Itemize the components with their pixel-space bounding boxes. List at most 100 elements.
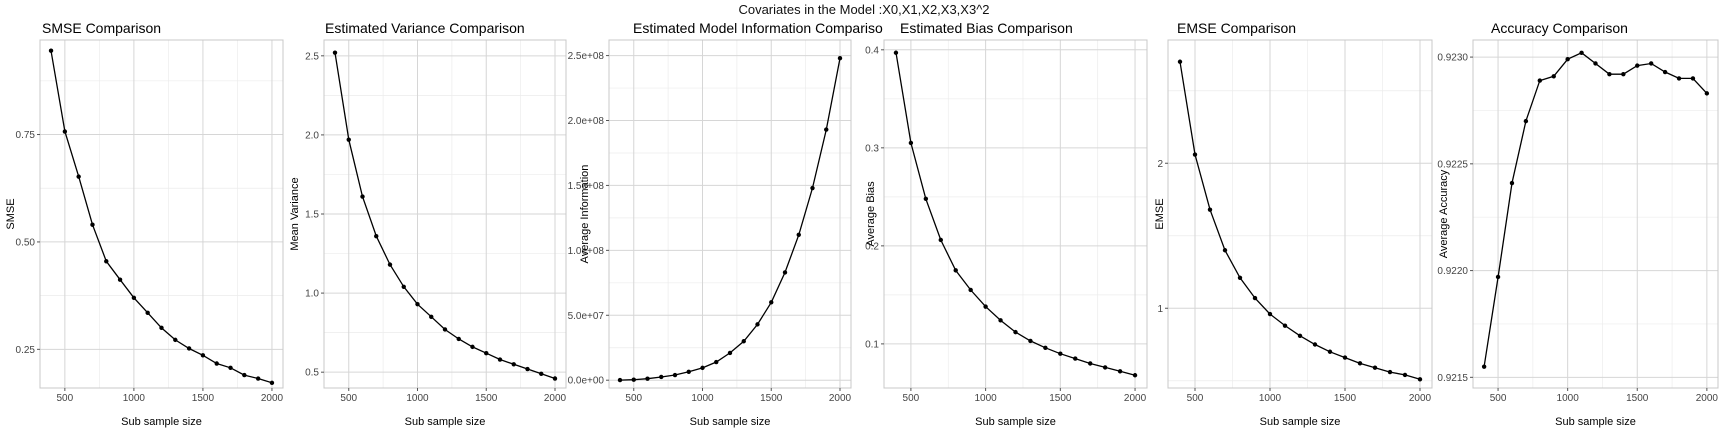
x-tick-label: 500 xyxy=(1490,393,1507,404)
data-point xyxy=(1058,351,1063,356)
x-tick-label: 500 xyxy=(1187,393,1204,404)
x-tick-label: 1000 xyxy=(691,393,714,404)
figure-supertitle: Covariates in the Model :X0,X1,X2,X3,X3^… xyxy=(738,2,990,17)
data-point xyxy=(1192,152,1198,157)
y-tick-label: 1.5e+08 xyxy=(568,181,605,192)
y-tick-label: 2.5 xyxy=(305,51,319,62)
x-tick-label: 2000 xyxy=(1124,393,1147,404)
y-tick-label: 0.5 xyxy=(305,368,319,379)
data-point xyxy=(255,376,261,381)
data-point xyxy=(727,350,733,356)
y-tick-label: 0.1 xyxy=(865,339,879,350)
data-point xyxy=(76,174,81,179)
y-tick-label: 1.5 xyxy=(305,210,319,221)
data-point xyxy=(714,359,719,365)
data-point xyxy=(1073,356,1078,361)
y-axis-label: Average Information xyxy=(579,165,591,264)
data-point xyxy=(1495,274,1501,280)
data-point xyxy=(1481,364,1487,369)
data-point xyxy=(117,277,123,282)
data-point xyxy=(700,365,705,371)
data-point xyxy=(938,237,943,243)
data-point xyxy=(617,377,623,383)
data-point xyxy=(893,50,899,55)
data-point xyxy=(1621,71,1626,77)
y-tick-label: 1.0 xyxy=(305,289,319,300)
chart-panel-1: 500 1000 1500 2000 0.25 0.50 0.75 SMSE Comparis… xyxy=(5,20,284,428)
panel-border xyxy=(608,39,852,389)
x-axis-label: Sub sample size xyxy=(1555,416,1636,428)
data-point xyxy=(242,372,247,378)
data-point xyxy=(173,337,178,343)
data-point xyxy=(387,262,393,267)
data-point xyxy=(998,318,1003,323)
data-point xyxy=(672,372,678,378)
x-tick-label: 1000 xyxy=(1557,393,1580,404)
data-point xyxy=(200,353,206,358)
data-point xyxy=(782,270,788,275)
data-point xyxy=(1102,365,1108,370)
data-point xyxy=(1690,76,1696,81)
x-tick-label: 2000 xyxy=(1409,393,1432,404)
x-tick-label: 500 xyxy=(625,393,642,404)
data-point xyxy=(401,284,406,289)
data-point xyxy=(1013,329,1018,335)
y-axis-label: Average Bias xyxy=(865,181,877,247)
x-tick-label: 500 xyxy=(57,393,74,404)
data-point xyxy=(659,374,664,380)
data-point xyxy=(1282,323,1288,328)
x-tick-label: 1000 xyxy=(406,393,429,404)
data-point xyxy=(824,127,829,132)
y-tick-label: 1.0e+08 xyxy=(568,246,605,257)
data-point xyxy=(1509,180,1515,186)
y-tick-label: 0.50 xyxy=(16,237,36,248)
data-point xyxy=(442,327,448,332)
data-point xyxy=(62,129,68,134)
chart-panel-5: 500 1000 1500 2000 1 2 EMSE Comparison Sub samp… xyxy=(1154,20,1433,428)
x-tick-label: 1500 xyxy=(192,393,215,404)
data-point xyxy=(1043,345,1048,351)
data-point xyxy=(1648,61,1654,66)
data-point xyxy=(346,137,351,142)
data-point xyxy=(1676,76,1682,81)
y-tick-label: 2.0e+08 xyxy=(568,116,605,127)
data-point xyxy=(552,376,558,381)
data-point xyxy=(923,196,929,202)
panel-border xyxy=(1167,39,1433,389)
data-point xyxy=(497,357,503,362)
y-tick-label: 0.75 xyxy=(16,130,36,141)
y-tick-label: 0.4 xyxy=(865,45,879,56)
data-point xyxy=(1207,207,1213,212)
data-point xyxy=(415,301,420,307)
data-point xyxy=(1662,69,1668,75)
data-point xyxy=(1372,365,1378,370)
data-point xyxy=(769,300,774,305)
data-point xyxy=(1088,361,1093,366)
data-point xyxy=(645,376,650,381)
y-axis-label: Average Accuracy xyxy=(1438,169,1450,258)
panel-title: Estimated Model Information Compariso xyxy=(633,20,883,36)
x-tick-label: 1000 xyxy=(123,393,146,404)
y-tick-label: 2.5e+08 xyxy=(568,51,605,62)
data-point xyxy=(1387,369,1393,375)
data-point xyxy=(1028,338,1033,344)
panel-border xyxy=(39,39,284,389)
data-point xyxy=(968,287,973,293)
data-point xyxy=(48,48,54,53)
x-tick-label: 2000 xyxy=(829,393,852,404)
x-axis-label: Sub sample size xyxy=(1260,416,1341,428)
panel-title: SMSE Comparison xyxy=(42,20,161,36)
y-tick-label: 1 xyxy=(1157,304,1163,315)
data-point xyxy=(631,377,636,382)
series-line xyxy=(1179,61,1421,380)
data-point xyxy=(1593,61,1598,66)
data-point xyxy=(1551,74,1556,79)
x-tick-label: 1500 xyxy=(760,393,783,404)
x-tick-label: 1500 xyxy=(1626,393,1649,404)
y-tick-label: 0.25 xyxy=(16,345,36,356)
y-tick-label: 5.0e+07 xyxy=(568,311,605,322)
series-line xyxy=(619,58,841,381)
x-tick-label: 1500 xyxy=(475,393,498,404)
